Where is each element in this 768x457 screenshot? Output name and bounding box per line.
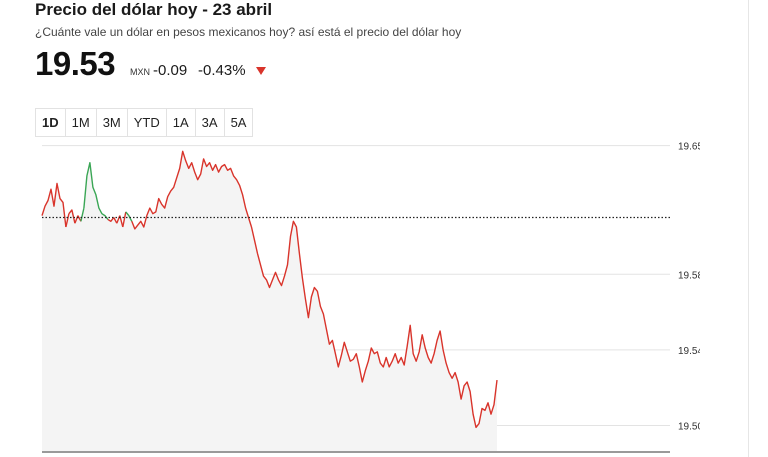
price-line-down [116,215,121,224]
tab-3a[interactable]: 3A [196,109,225,136]
down-arrow-icon [256,67,266,75]
area-fill [42,151,497,453]
page-subtitle: ¿Cuánte vale un dólar en pesos mexicanos… [35,25,462,39]
y-tick-label: 19.547 [678,346,700,357]
tab-ytd[interactable]: YTD [128,109,167,136]
page-divider [748,0,749,457]
price-line-up [80,207,85,222]
tab-3m[interactable]: 3M [97,109,128,136]
y-tick-label: 19.655 [678,142,700,153]
price-line-down [250,220,498,429]
price-line-down [122,211,127,228]
current-price: 19.53 [35,45,116,82]
tab-5a[interactable]: 5A [230,115,247,130]
timeframe-tabs: 1D 1M 3M YTD 1A 3A 5A [35,108,254,137]
tab-1d[interactable]: 1D [36,109,66,136]
tab-1a[interactable]: 1A [167,109,196,136]
currency-code: MXN [130,67,150,77]
y-tick-label: 19.587 [678,270,700,281]
price-line-down [65,213,70,228]
price-change: -0.09 [153,62,188,79]
price-line-down [146,150,253,228]
price-line-down [41,182,67,228]
price-line-up [83,162,109,220]
price-line-down [107,217,115,222]
price-line-down [74,215,79,224]
tab-1m[interactable]: 1M [66,109,97,136]
price-line-down [131,215,148,230]
price-change-percent: -0.43% [198,62,246,79]
price-line-down [68,209,76,224]
price-line-down [113,217,118,224]
price-chart: 19.655 19.587 19.547 19.507 [41,142,700,453]
y-tick-label: 19.507 [678,422,700,433]
price-line-up [125,211,133,222]
page-title: Precio del dólar hoy - 23 abril [35,0,273,19]
